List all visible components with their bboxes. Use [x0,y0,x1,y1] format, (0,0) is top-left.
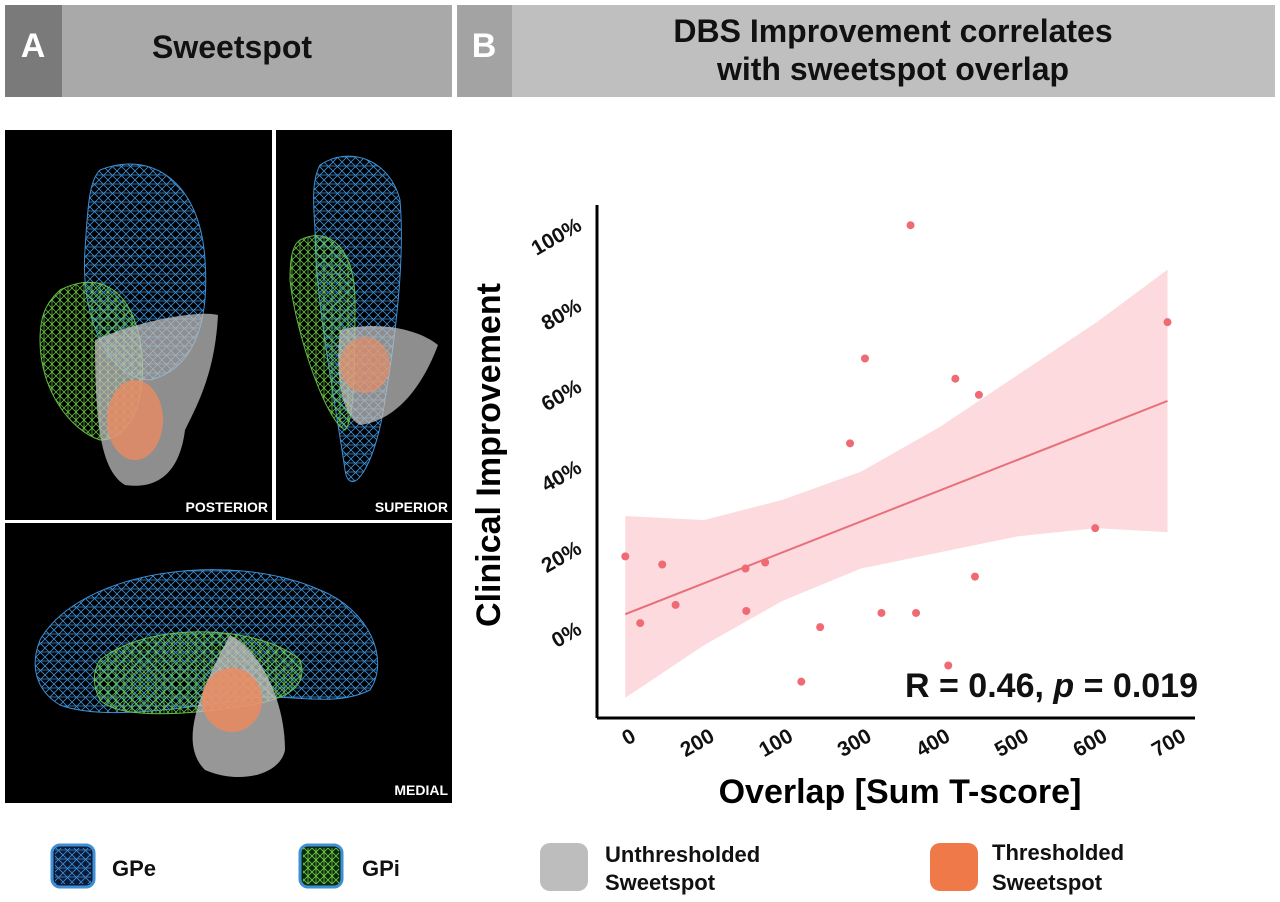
y-tick-label: 20% [538,537,586,578]
annotation: R = 0.46, p = 0.019 [905,667,1198,705]
data-point [816,623,825,632]
x-tick-label: 100 [755,724,797,761]
data-point [621,552,630,561]
panel-title: Sweetspot [152,29,312,65]
data-point [970,572,979,581]
x-tick-label: 0 [618,724,640,750]
panel-title: DBS Improvement correlates [673,13,1112,49]
x-tick-label: 700 [1148,724,1190,761]
data-point [741,564,750,573]
data-point [846,439,855,448]
header-b-tab [457,5,512,97]
x-tick-label: 200 [677,724,719,761]
annotation-part: R = 0.46, [905,667,1053,705]
scatter-plot: 0% 20% 40% 60% 80% 100% 0 200 100 300 400 500 600 700… [470,205,1198,811]
medial-shapes [34,569,379,778]
y-tick-label: 60% [538,375,586,416]
header-a [5,5,452,97]
annotation-part: p [1052,667,1074,705]
data-point [671,600,680,609]
data-point [761,558,770,567]
x-tick-label: 400 [912,724,954,761]
legend-swatch-mesh [55,848,91,884]
data-point [860,354,869,363]
data-point [912,608,921,617]
y-tick-label: 100% [527,213,585,260]
confidence-band [625,269,1168,698]
legend-label: GPi [362,856,400,881]
y-axis-label: Clinical Improvement [470,283,508,627]
fit-line [624,399,1168,616]
legend-label: GPe [112,856,156,881]
posterior-shapes [39,163,218,486]
data-point [906,221,915,230]
view-label: SUPERIOR [375,499,448,515]
data-point [1091,524,1100,533]
data-point [636,619,645,628]
legend: GPe GPi Unthresholded Sweetspot Threshol… [50,840,1124,895]
data-point [944,661,953,670]
y-tick-label: 0% [548,617,586,652]
data-point [658,560,667,569]
panel-label: A [21,27,46,65]
legend-swatch-mesh [303,848,339,884]
legend-swatch [540,843,588,891]
legend-label: Sweetspot [605,870,716,895]
x-tick-label: 300 [834,724,876,761]
data-point [742,606,751,615]
view-label: POSTERIOR [186,499,268,515]
panel-title: with sweetspot overlap [716,51,1069,87]
data-point [1163,318,1172,327]
legend-label: Thresholded [992,840,1124,865]
legend-label: Sweetspot [992,870,1103,895]
data-point [974,390,983,399]
x-tick-label: 600 [1069,724,1111,761]
legend-swatch [930,843,978,891]
legend-label: Unthresholded [605,842,760,867]
panel-label: B [472,27,497,65]
y-tick-label: 80% [538,294,586,335]
y-tick-label: 40% [538,456,586,497]
x-axis-label: Overlap [Sum T-score] [719,773,1082,811]
header-a-tab [5,5,62,97]
view-label: MEDIAL [394,782,448,798]
x-tick-label: 500 [991,724,1033,761]
data-point [797,677,806,686]
header-b [457,5,1275,97]
data-point [951,374,960,383]
superior-shapes [289,155,438,483]
data-point [877,608,886,617]
annotation-part: = 0.019 [1074,667,1198,705]
